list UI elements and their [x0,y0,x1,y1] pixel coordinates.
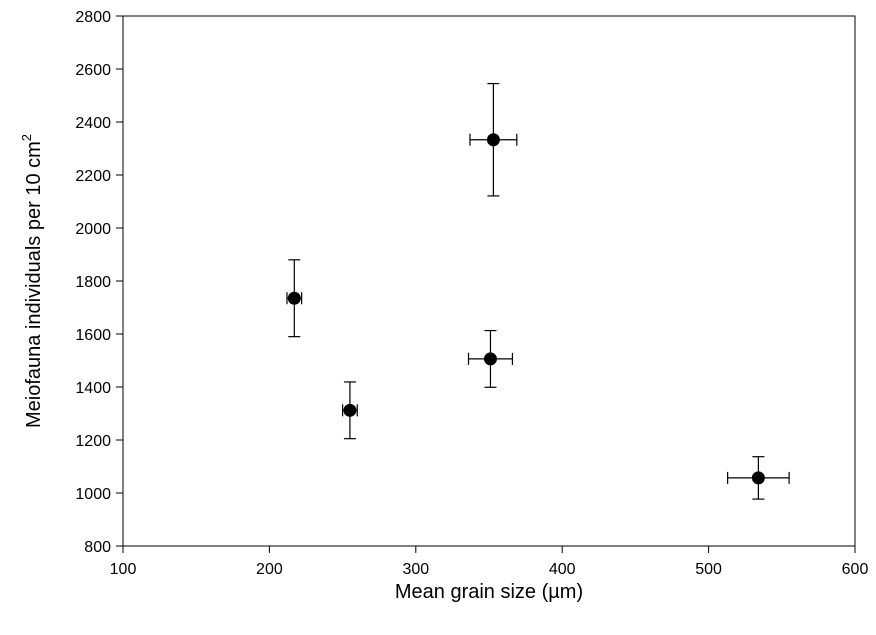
y-axis-title-text: Meiofauna individuals per 10 cm [23,141,45,428]
data-point-group [469,82,518,197]
x-tick-label: 300 [402,561,429,578]
y-tick-label: 1000 [75,486,111,503]
x-tick-label: 600 [842,561,869,578]
data-point-group [286,259,303,338]
y-tick-label: 1400 [75,380,111,397]
y-tick-label: 1800 [75,274,111,291]
data-point [287,291,301,305]
plot-area-frame [122,15,856,547]
x-tick-label: 200 [256,561,283,578]
data-point [751,471,765,485]
data-point-group [467,329,514,388]
x-axis: 100 200 300 400 500 600 [110,546,869,578]
x-tick-label: 400 [549,561,576,578]
y-tick-label: 800 [84,539,111,556]
data-point [343,403,357,417]
x-tick-label: 500 [695,561,722,578]
y-tick-label: 2000 [75,221,111,238]
y-tick-label: 1200 [75,433,111,450]
y-axis: 800 1000 1200 1400 1600 1800 2000 2200 2400 2600 2… [75,9,123,556]
y-tick-label: 1600 [75,327,111,344]
y-tick-label: 2800 [75,9,111,26]
data-point-group [342,381,358,440]
y-tick-label: 2400 [75,115,111,132]
x-axis-title: Mean grain size (µm) [395,581,583,603]
y-axis-title: Meiofauna individuals per 10 cm2 [19,134,45,428]
data-series [286,82,790,500]
y-axis-title-superscript: 2 [19,134,34,141]
x-tick-label: 100 [110,561,137,578]
y-tick-label: 2200 [75,168,111,185]
y-tick-label: 2600 [75,62,111,79]
data-point [483,352,497,366]
data-point-group [727,456,790,500]
data-point [486,133,500,147]
